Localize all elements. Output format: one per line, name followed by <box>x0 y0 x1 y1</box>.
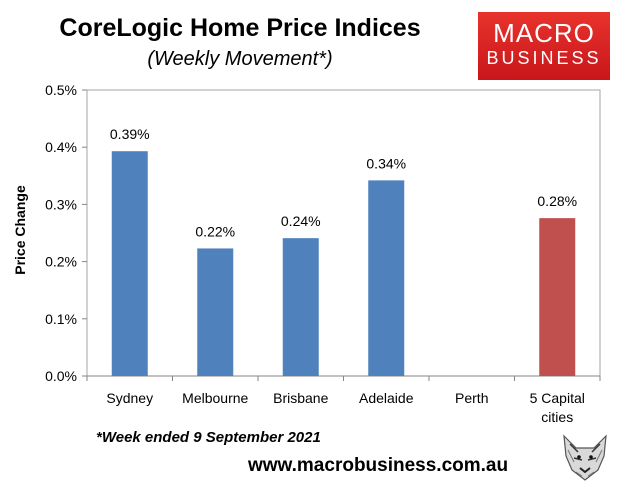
bar <box>111 151 148 376</box>
wolf-logo-icon <box>556 426 614 484</box>
y-tick-label: 0.1% <box>45 311 77 327</box>
data-label: 0.22% <box>195 223 235 239</box>
y-tick-label: 0.5% <box>45 82 77 98</box>
x-tick-label: Adelaide <box>359 390 414 406</box>
data-label: 0.39% <box>110 126 150 142</box>
bar <box>368 180 405 376</box>
chart-title: CoreLogic Home Price Indices <box>59 14 421 42</box>
y-tick-label: 0.4% <box>45 139 77 155</box>
x-tick-label: cities <box>541 409 573 425</box>
data-label: 0.28% <box>537 193 577 209</box>
data-label: 0.24% <box>281 213 321 229</box>
logo-line-2: BUSINESS <box>486 48 602 68</box>
website-url: www.macrobusiness.com.au <box>248 455 509 476</box>
chart-subtitle: (Weekly Movement*) <box>147 48 333 70</box>
logo-line-1: MACRO <box>493 18 595 48</box>
y-tick-label: 0.3% <box>45 196 77 212</box>
x-tick-label: Sydney <box>106 390 153 406</box>
bar <box>539 218 576 376</box>
x-tick-label: 5 Capital <box>530 390 585 406</box>
data-label: 0.34% <box>366 155 406 171</box>
x-tick-label: Perth <box>455 390 488 406</box>
y-tick-label: 0.0% <box>45 368 77 384</box>
footnote: *Week ended 9 September 2021 <box>96 429 321 446</box>
macro-business-logo: MACRO BUSINESS <box>478 12 610 80</box>
y-tick-label: 0.2% <box>45 254 77 270</box>
bar <box>282 238 319 376</box>
x-tick-label: Brisbane <box>273 390 328 406</box>
bar <box>197 248 234 376</box>
plot-area <box>86 89 601 377</box>
x-tick-label: Melbourne <box>182 390 248 406</box>
